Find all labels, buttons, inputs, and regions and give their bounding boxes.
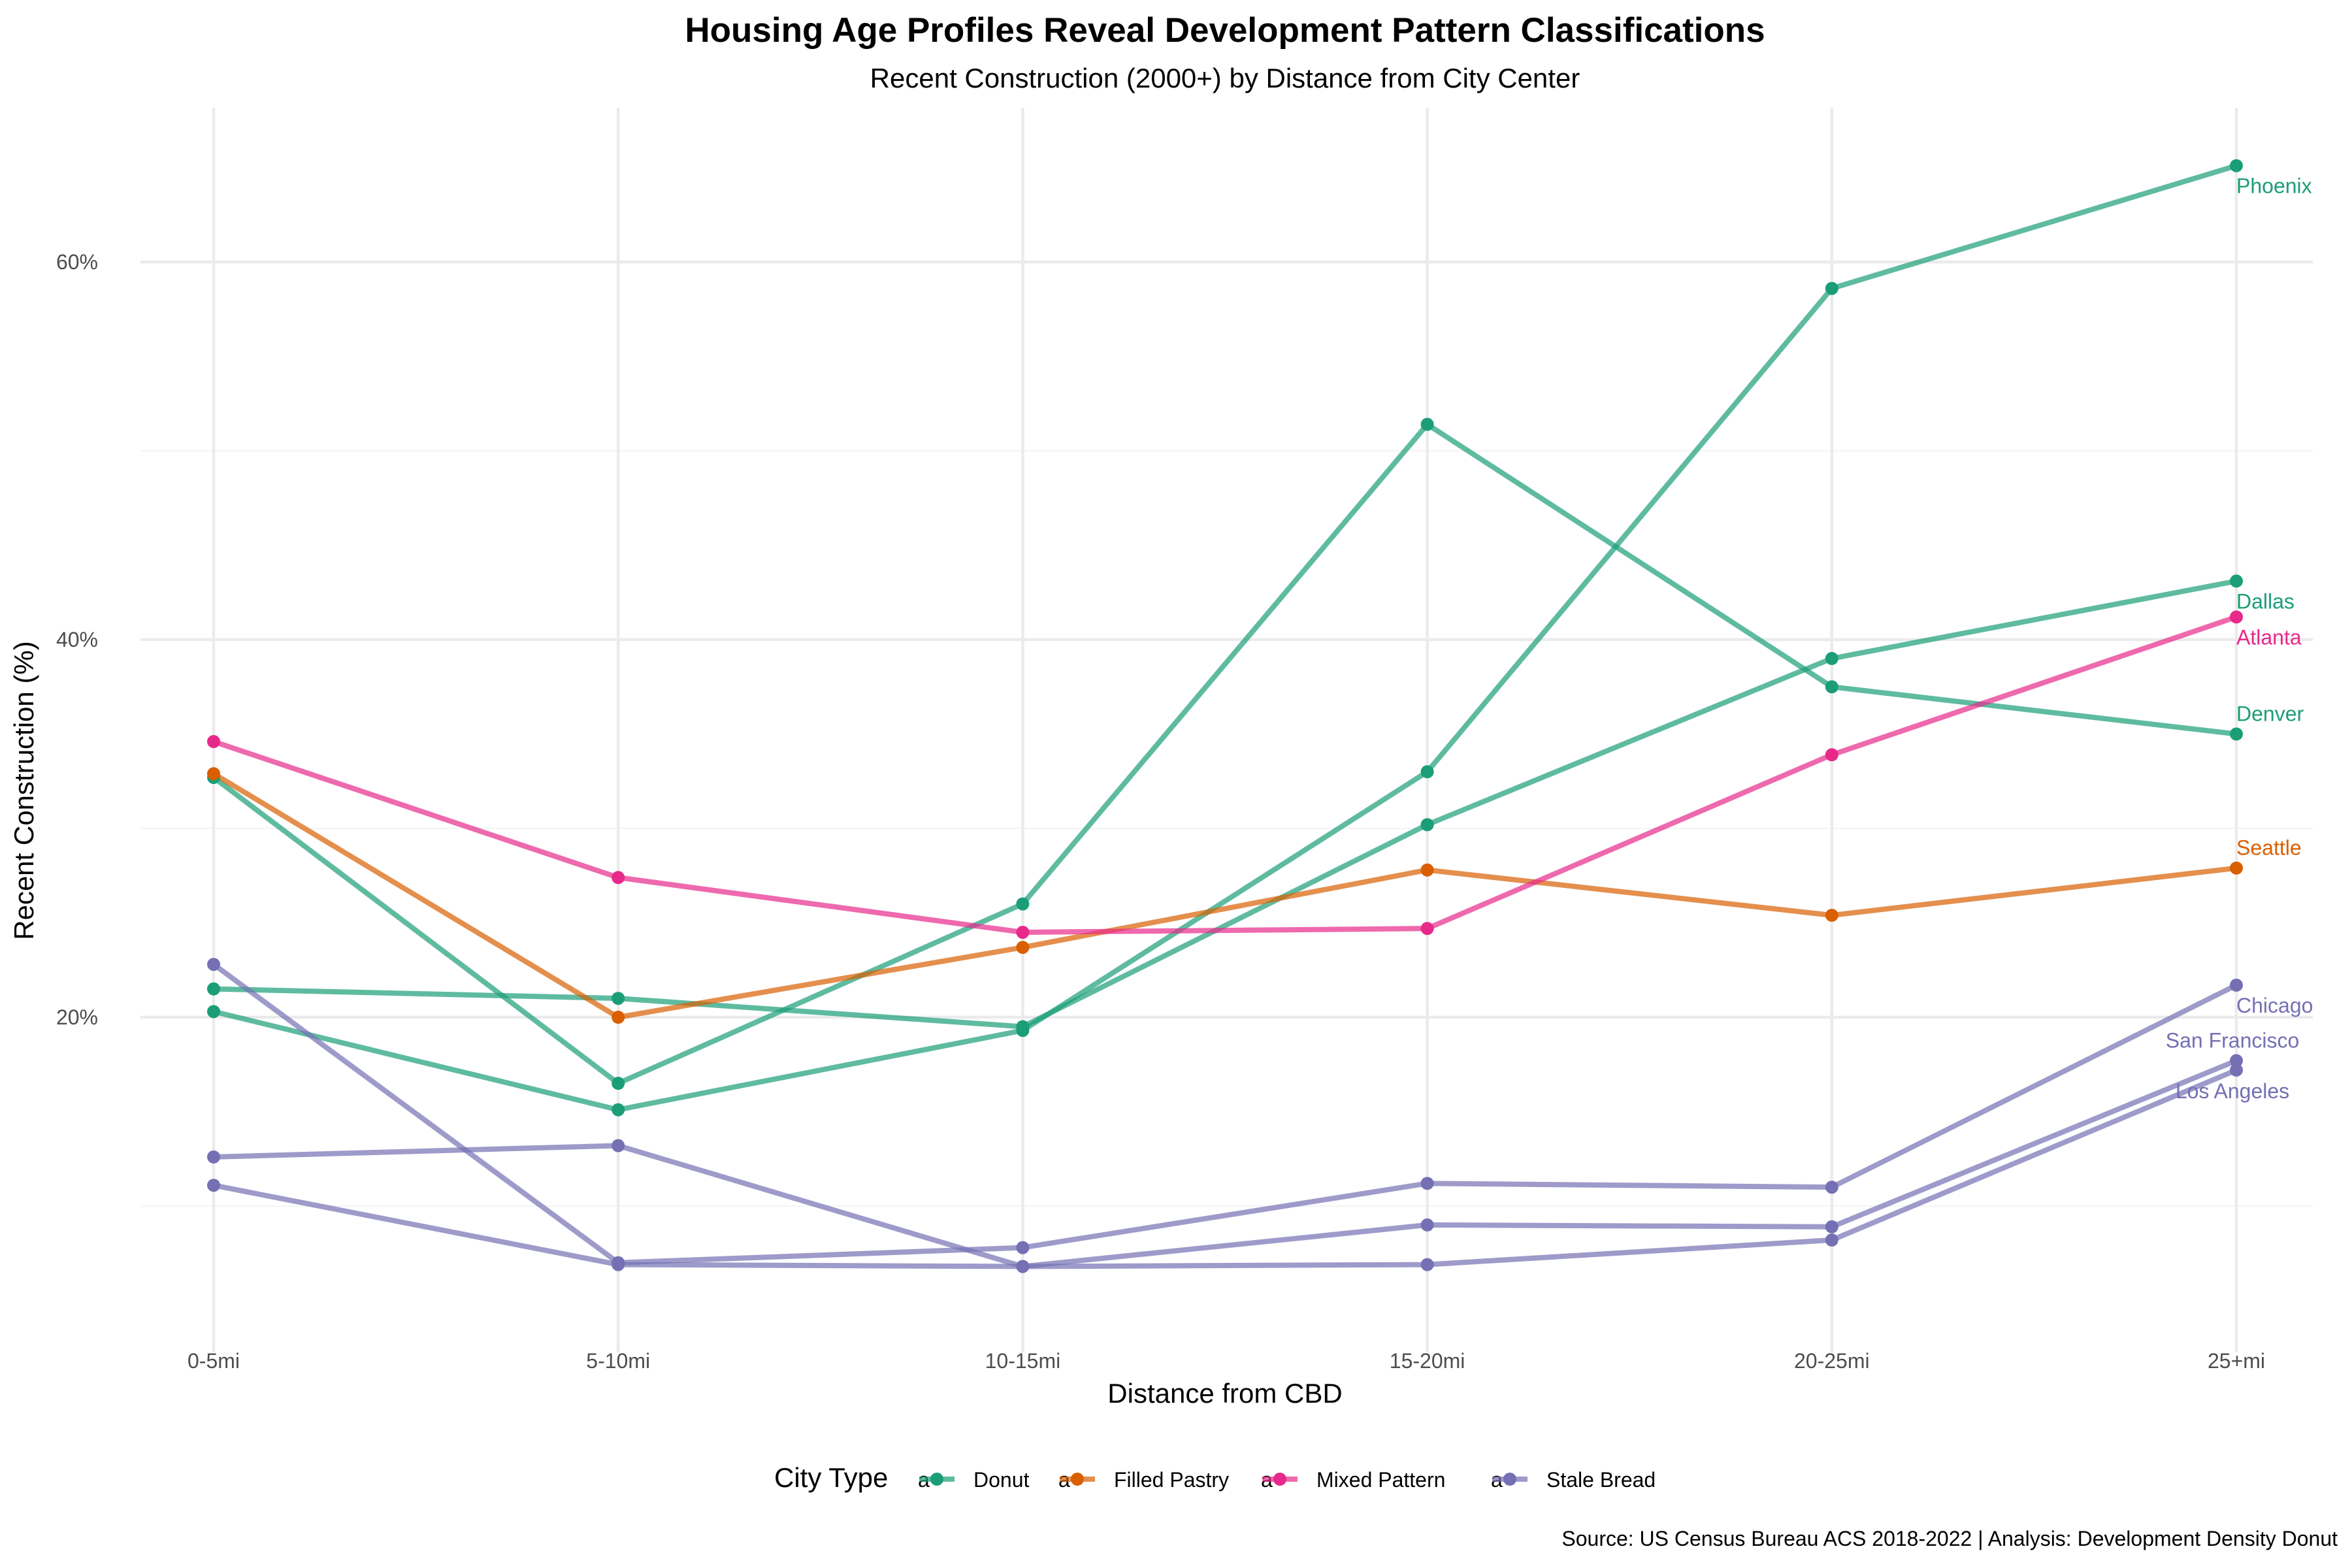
data-point-san-francisco <box>612 1139 625 1152</box>
data-point-seattle <box>1016 941 1030 955</box>
data-point-phoenix <box>1825 282 1838 295</box>
city-label-chicago: Chicago <box>2236 994 2313 1017</box>
x-tick-label: 0-5mi <box>188 1349 240 1373</box>
data-point-atlanta <box>2230 610 2243 624</box>
data-point-phoenix <box>207 1005 220 1019</box>
data-point-denver <box>2230 727 2243 741</box>
legend-title: City Type <box>774 1462 888 1493</box>
legend-item-donut: aDonut <box>918 1468 1030 1492</box>
data-point-dallas <box>1420 818 1434 832</box>
y-axis: 20% 40% 60% <box>56 250 98 1029</box>
x-axis-title: Distance from CBD <box>1107 1378 1342 1409</box>
city-label-phoenix: Phoenix <box>2236 174 2312 198</box>
x-axis: 0-5mi 5-10mi 10-15mi 15-20mi 20-25mi 25+mi <box>188 1349 2265 1373</box>
data-point-los-angeles <box>1420 1258 1434 1271</box>
series-points <box>207 159 2243 1273</box>
data-point-los-angeles <box>1016 1260 1030 1273</box>
data-point-denver <box>1825 680 1838 694</box>
data-point-los-angeles <box>612 1258 625 1271</box>
data-point-seattle <box>612 1011 625 1024</box>
x-tick-label: 20-25mi <box>1794 1349 1870 1373</box>
data-point-atlanta <box>1420 922 1434 936</box>
data-point-san-francisco <box>1420 1218 1434 1232</box>
legend-label: Donut <box>973 1468 1030 1492</box>
data-point-chicago <box>2230 978 2243 992</box>
city-label-atlanta: Atlanta <box>2236 625 2302 649</box>
city-labels: Phoenix Dallas Atlanta Denver Seattle Chicago… <box>2166 174 2313 1103</box>
y-tick-label: 60% <box>56 250 98 274</box>
data-point-dallas <box>612 992 625 1005</box>
x-tick-label: 15-20mi <box>1390 1349 1465 1373</box>
data-point-atlanta <box>1825 748 1838 762</box>
city-label-san-francisco: San Francisco <box>2166 1028 2300 1052</box>
series-line-seattle <box>212 771 2237 1020</box>
data-point-chicago <box>207 958 220 972</box>
data-point-phoenix <box>2230 159 2243 172</box>
data-point-dallas <box>1825 651 1838 665</box>
data-point-chicago <box>1420 1177 1434 1190</box>
legend-item-stale-bread: aStale Bread <box>1491 1468 1656 1492</box>
legend-item-filled-pastry: aFilled Pastry <box>1058 1468 1229 1492</box>
series-line-san-francisco <box>213 1058 2238 1269</box>
series-line-phoenix <box>213 163 2238 1113</box>
city-label-seattle: Seattle <box>2236 836 2302 860</box>
data-point-denver <box>612 1077 625 1090</box>
legend-key-point <box>930 1473 943 1486</box>
legend-label: Mixed Pattern <box>1316 1468 1445 1492</box>
legend-label: Filled Pastry <box>1114 1468 1229 1492</box>
data-point-atlanta <box>1016 925 1030 939</box>
legend: City Type aDonut aFilled Pastry aMixed Pat… <box>774 1462 1656 1493</box>
data-point-san-francisco <box>1825 1220 1838 1233</box>
series-line-atlanta <box>212 614 2238 935</box>
legend-key-point <box>1273 1473 1286 1486</box>
y-axis-title: Recent Construction (%) <box>8 641 39 940</box>
data-point-seattle <box>1825 908 1838 922</box>
series-line-chicago <box>212 962 2238 1266</box>
series-lines <box>212 163 2238 1269</box>
data-point-denver <box>1016 897 1030 911</box>
legend-key-point <box>1071 1473 1084 1486</box>
grid <box>140 108 2313 1352</box>
caption: Source: US Census Bureau ACS 2018-2022 |… <box>1561 1527 2338 1550</box>
legend-item-mixed-pattern: aMixed Pattern <box>1261 1468 1445 1492</box>
data-point-san-francisco <box>207 1150 220 1164</box>
x-tick-label: 25+mi <box>2208 1349 2265 1373</box>
chart-subtitle: Recent Construction (2000+) by Distance … <box>870 63 1580 93</box>
data-point-seattle <box>2230 861 2243 875</box>
series-line-los-angeles <box>213 1068 2238 1269</box>
legend-key-point <box>1503 1473 1516 1486</box>
data-point-seattle <box>207 767 220 781</box>
data-point-phoenix <box>612 1103 625 1117</box>
city-label-denver: Denver <box>2236 702 2304 726</box>
y-tick-label: 40% <box>56 628 98 651</box>
data-point-phoenix <box>1420 765 1434 779</box>
chart-title: Housing Age Profiles Reveal Development … <box>685 11 1765 50</box>
data-point-los-angeles <box>207 1179 220 1192</box>
data-point-chicago <box>1825 1181 1838 1194</box>
x-tick-label: 10-15mi <box>985 1349 1061 1373</box>
data-point-atlanta <box>612 871 625 885</box>
legend-label: Stale Bread <box>1546 1468 1656 1492</box>
data-point-dallas <box>207 982 220 996</box>
city-label-los-angeles: Los Angeles <box>2176 1079 2289 1103</box>
data-point-dallas <box>2230 574 2243 588</box>
data-point-san-francisco <box>2230 1054 2243 1068</box>
data-point-los-angeles <box>2230 1063 2243 1077</box>
data-point-denver <box>1420 417 1434 431</box>
y-tick-label: 20% <box>56 1005 98 1029</box>
data-point-los-angeles <box>1825 1233 1838 1247</box>
data-point-chicago <box>1016 1241 1030 1254</box>
x-tick-label: 5-10mi <box>586 1349 650 1373</box>
data-point-seattle <box>1420 863 1434 877</box>
data-point-dallas <box>1016 1020 1030 1034</box>
city-label-dallas: Dallas <box>2236 589 2295 613</box>
series-line-dallas <box>213 578 2237 1030</box>
data-point-atlanta <box>207 735 220 749</box>
series-line-denver <box>212 421 2237 1086</box>
